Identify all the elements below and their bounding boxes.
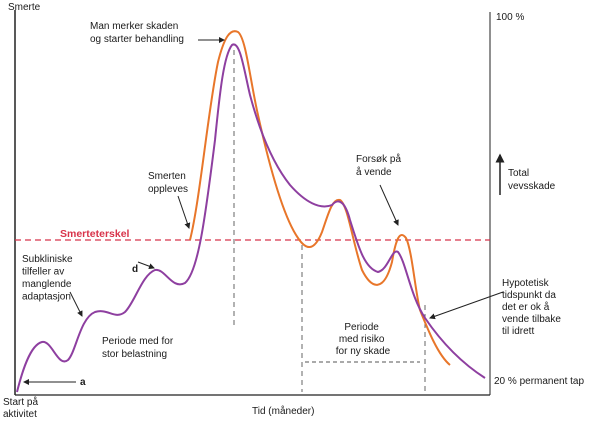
- right-axis-bottom-label: 20 % permanent tap: [494, 376, 584, 387]
- threshold-label: Smerteterskel: [60, 228, 130, 240]
- x-axis-label: Tid (måneder): [252, 405, 314, 417]
- notice-damage-label: Man merker skaden og starter behandling: [90, 21, 184, 45]
- damage-curve: [16, 43, 486, 393]
- arrow-subclinical: [69, 291, 83, 317]
- risk-period-label: Periode med risiko for ny skade: [336, 322, 391, 357]
- start-label: Start på aktivitet: [3, 396, 41, 420]
- total-damage-label: Total vevsskade: [508, 168, 556, 192]
- attempt-return-label: Forsøk på å vende: [356, 153, 404, 178]
- label-a: a: [80, 377, 86, 388]
- heavy-load-label: Periode med for stor belastning: [102, 336, 176, 360]
- right-axis-top-label: 100 %: [496, 12, 524, 23]
- pain-curve: [189, 30, 451, 366]
- hypothetical-label: Hypotetisk tidspunkt da det er ok å vend…: [502, 278, 564, 337]
- label-d: d: [132, 264, 138, 275]
- arrow-d: [137, 261, 155, 270]
- subclinical-label: Subkliniske tilfeller av manglende adapt…: [22, 254, 75, 303]
- arrow-attempt: [379, 184, 399, 226]
- y-axis-label: Smerte: [8, 2, 41, 13]
- arrow-pain-felt: [177, 195, 191, 229]
- arrow-hypothetical: [429, 291, 504, 320]
- pain-felt-label: Smerten oppleves: [148, 171, 189, 195]
